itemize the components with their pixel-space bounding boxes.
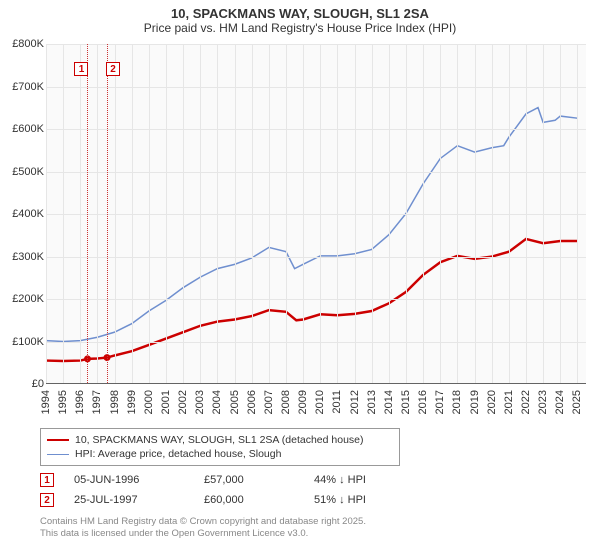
y-tick-label: £800K [6, 38, 44, 50]
x-tick-label: 2006 [246, 390, 258, 414]
transaction-id-box: 1 [40, 473, 54, 487]
transaction-row: 1 05-JUN-1996£57,00044% ↓ HPI [40, 470, 560, 490]
chart: £0£100K£200K£300K£400K£500K£600K£700K£80… [6, 44, 594, 420]
x-tick-label: 1996 [74, 390, 86, 414]
y-tick-label: £500K [6, 166, 44, 178]
x-tick-label: 1998 [109, 390, 121, 414]
x-tick-label: 2004 [211, 390, 223, 414]
transaction-date: 05-JUN-1996 [74, 474, 204, 486]
x-tick-label: 2025 [571, 390, 583, 414]
y-tick-label: £300K [6, 251, 44, 263]
y-tick-label: £600K [6, 123, 44, 135]
y-tick-label: £100K [6, 336, 44, 348]
legend: 10, SPACKMANS WAY, SLOUGH, SL1 2SA (deta… [40, 428, 400, 466]
chart-title-block: 10, SPACKMANS WAY, SLOUGH, SL1 2SA Price… [0, 0, 600, 37]
transaction-row: 2 25-JUL-1997£60,00051% ↓ HPI [40, 490, 560, 510]
legend-label: 10, SPACKMANS WAY, SLOUGH, SL1 2SA (deta… [75, 434, 364, 446]
hpi-line [46, 108, 577, 342]
x-tick-label: 2014 [383, 390, 395, 414]
x-tick-label: 2022 [520, 390, 532, 414]
transaction-price: £60,000 [204, 494, 314, 506]
x-tick-label: 2018 [451, 390, 463, 414]
y-tick-label: £700K [6, 81, 44, 93]
x-tick-label: 2001 [160, 390, 172, 414]
transaction-delta: 44% ↓ HPI [314, 474, 434, 486]
page-title: 10, SPACKMANS WAY, SLOUGH, SL1 2SA [0, 6, 600, 21]
legend-label: HPI: Average price, detached house, Slou… [75, 448, 281, 460]
transaction-id-box: 2 [40, 493, 54, 507]
x-tick-label: 2023 [537, 390, 549, 414]
attribution-line-1: Contains HM Land Registry data © Crown c… [40, 516, 570, 528]
attribution-line-2: This data is licensed under the Open Gov… [40, 528, 570, 540]
x-tick-label: 2020 [486, 390, 498, 414]
x-tick-label: 2011 [331, 390, 343, 414]
x-tick-label: 2009 [297, 390, 309, 414]
x-tick-label: 2007 [263, 390, 275, 414]
x-tick-label: 2003 [194, 390, 206, 414]
sale-marker-line [107, 44, 108, 383]
x-tick-label: 1995 [57, 390, 69, 414]
transaction-date: 25-JUL-1997 [74, 494, 204, 506]
y-tick-label: £400K [6, 208, 44, 220]
legend-row: 10, SPACKMANS WAY, SLOUGH, SL1 2SA (deta… [47, 433, 393, 447]
sale-marker-box: 1 [74, 62, 88, 76]
x-tick-label: 2015 [400, 390, 412, 414]
x-tick-label: 1999 [126, 390, 138, 414]
legend-swatch [47, 454, 69, 455]
page-subtitle: Price paid vs. HM Land Registry's House … [0, 21, 600, 35]
x-tick-label: 1994 [40, 390, 52, 414]
transaction-price: £57,000 [204, 474, 314, 486]
x-tick-label: 2016 [417, 390, 429, 414]
y-tick-label: £200K [6, 293, 44, 305]
x-tick-label: 1997 [91, 390, 103, 414]
x-tick-label: 2012 [349, 390, 361, 414]
x-tick-label: 2005 [229, 390, 241, 414]
legend-row: HPI: Average price, detached house, Slou… [47, 447, 393, 461]
plot-area: 12 [46, 44, 586, 384]
x-tick-label: 2008 [280, 390, 292, 414]
legend-swatch [47, 439, 69, 441]
x-tick-label: 2013 [366, 390, 378, 414]
x-tick-label: 2017 [434, 390, 446, 414]
y-tick-label: £0 [6, 378, 44, 390]
x-tick-label: 2002 [177, 390, 189, 414]
x-tick-label: 2019 [469, 390, 481, 414]
x-tick-label: 2024 [554, 390, 566, 414]
x-tick-label: 2000 [143, 390, 155, 414]
sale-marker-line [87, 44, 88, 383]
attribution: Contains HM Land Registry data © Crown c… [40, 516, 570, 540]
x-tick-label: 2010 [314, 390, 326, 414]
transaction-delta: 51% ↓ HPI [314, 494, 434, 506]
x-tick-label: 2021 [503, 390, 515, 414]
transactions-table: 1 05-JUN-1996£57,00044% ↓ HPI 2 25-JUL-1997… [40, 470, 560, 510]
sale-marker-box: 2 [106, 62, 120, 76]
